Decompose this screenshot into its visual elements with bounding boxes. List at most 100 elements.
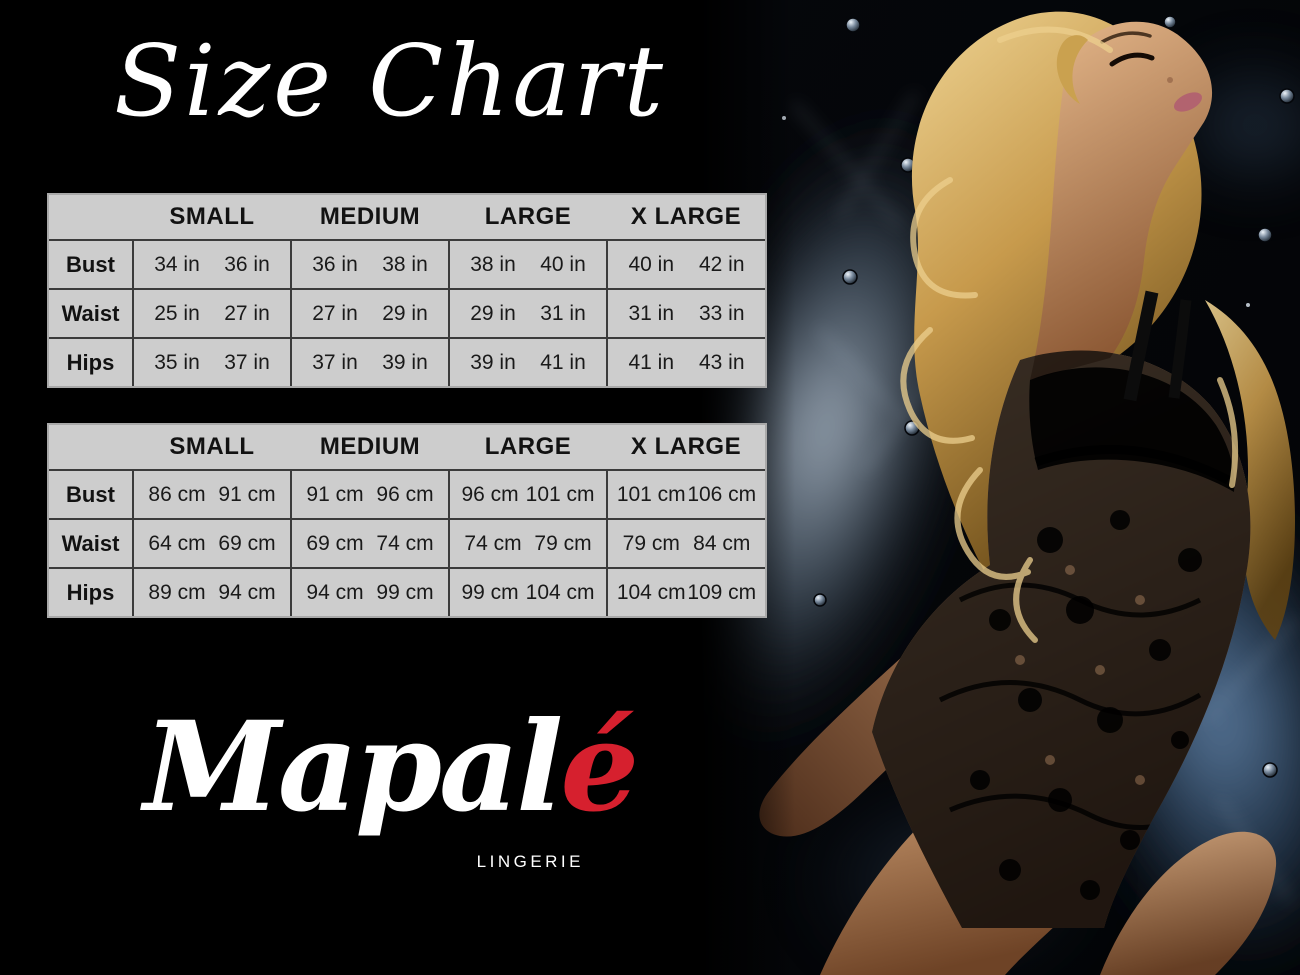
size-value: 91 cm	[218, 482, 276, 506]
size-column-header: MEDIUM	[291, 425, 449, 471]
size-column-header: SMALL	[133, 195, 291, 241]
model-figure	[759, 11, 1295, 975]
size-value: 94 cm	[306, 580, 364, 604]
size-range-cell: 99 cm 104 cm	[448, 567, 608, 616]
size-range-cell: 86 cm 91 cm	[132, 469, 292, 520]
size-value: 40 in	[540, 252, 586, 276]
size-value: 106 cm	[687, 482, 757, 506]
size-value: 69 cm	[306, 531, 364, 555]
size-value: 36 in	[224, 252, 270, 276]
size-value: 109 cm	[687, 580, 757, 604]
size-range-cell: 96 cm 101 cm	[448, 469, 608, 520]
brand-logo: Mapalé LINGERIE	[0, 699, 780, 900]
measurement-label: Hips	[49, 337, 134, 386]
size-table-centimeters: SMALL MEDIUM LARGE X LARGE Bust 86 cm 91 cm 91 …	[47, 423, 767, 618]
size-value: 84 cm	[693, 531, 751, 555]
size-range-cell: 39 in 41 in	[448, 337, 608, 386]
size-value: 104 cm	[616, 580, 686, 604]
corner-cell	[49, 425, 133, 471]
size-value: 101 cm	[616, 482, 686, 506]
size-column-header: MEDIUM	[291, 195, 449, 241]
size-value: 79 cm	[622, 531, 680, 555]
measurement-row: Waist 25 in 27 in 27 in 29 in 29 in 31 in 31 in…	[49, 288, 765, 339]
size-column-header: SMALL	[133, 425, 291, 471]
size-value: 99 cm	[461, 580, 519, 604]
size-table: SMALL MEDIUM LARGE X LARGE Bust 34 in 36 in 36 …	[49, 195, 765, 386]
brand-wordmark: Mapalé	[0, 699, 780, 836]
measurement-label: Bust	[49, 469, 134, 520]
size-column-header: LARGE	[449, 195, 607, 241]
size-value: 33 in	[698, 301, 745, 325]
size-range-cell: 35 in 37 in	[132, 337, 292, 386]
size-range-cell: 25 in 27 in	[132, 288, 292, 339]
size-value: 27 in	[224, 301, 270, 325]
size-value: 38 in	[470, 252, 516, 276]
page-title: Size Chart	[113, 25, 666, 139]
size-value: 74 cm	[464, 531, 522, 555]
size-value: 31 in	[628, 301, 675, 325]
brand-tagline: LINGERIE	[476, 852, 584, 871]
hair-curls	[900, 26, 1239, 643]
size-value: 39 in	[382, 350, 428, 374]
size-value: 41 in	[540, 350, 586, 374]
measurement-row: Bust 86 cm 91 cm 91 cm 96 cm 96 cm 101 cm 101 c…	[49, 469, 765, 520]
size-value: 101 cm	[525, 482, 595, 506]
size-value: 31 in	[540, 301, 586, 325]
size-value: 86 cm	[148, 482, 206, 506]
size-value: 39 in	[470, 350, 516, 374]
size-value: 35 in	[154, 350, 200, 374]
left-panel: Size Chart SMALL MEDIUM LARGE X LARGE Bust 34…	[0, 25, 780, 900]
size-range-cell: 27 in 29 in	[290, 288, 450, 339]
size-range-cell: 36 in 38 in	[290, 239, 450, 290]
measurement-label: Waist	[49, 518, 134, 569]
size-range-cell: 41 in 43 in	[606, 337, 765, 386]
size-value: 94 cm	[218, 580, 276, 604]
model-photo	[671, 0, 1300, 975]
brand-wordmark-white: Mapal	[143, 695, 564, 840]
size-column-header: X LARGE	[607, 425, 765, 471]
size-range-cell: 37 in 39 in	[290, 337, 450, 386]
size-range-cell: 94 cm 99 cm	[290, 567, 450, 616]
size-value: 69 cm	[218, 531, 276, 555]
corner-cell	[49, 195, 133, 241]
measurement-row: Hips 89 cm 94 cm 94 cm 99 cm 99 cm 104 cm 104 c…	[49, 567, 765, 616]
size-value: 96 cm	[461, 482, 519, 506]
size-range-cell: 74 cm 79 cm	[448, 518, 608, 569]
size-value: 41 in	[628, 350, 675, 374]
size-range-cell: 104 cm 109 cm	[606, 567, 765, 616]
size-value: 38 in	[382, 252, 428, 276]
size-range-cell: 101 cm 106 cm	[606, 469, 765, 520]
size-column-header: LARGE	[449, 425, 607, 471]
brand-wordmark-accent: é	[560, 695, 639, 840]
size-column-header: X LARGE	[607, 195, 765, 241]
measurement-label: Waist	[49, 288, 134, 339]
size-range-cell: 29 in 31 in	[448, 288, 608, 339]
size-value: 43 in	[698, 350, 745, 374]
size-table-inches: SMALL MEDIUM LARGE X LARGE Bust 34 in 36 in 36 …	[47, 193, 767, 388]
size-value: 36 in	[312, 252, 358, 276]
size-range-cell: 91 cm 96 cm	[290, 469, 450, 520]
measurement-label: Hips	[49, 567, 134, 616]
size-range-cell: 89 cm 94 cm	[132, 567, 292, 616]
size-value: 29 in	[470, 301, 516, 325]
size-value: 37 in	[224, 350, 270, 374]
size-value: 104 cm	[525, 580, 595, 604]
size-value: 29 in	[382, 301, 428, 325]
size-value: 99 cm	[376, 580, 434, 604]
model-photo-art	[671, 0, 1300, 975]
size-value: 37 in	[312, 350, 358, 374]
size-value: 27 in	[312, 301, 358, 325]
size-value: 96 cm	[376, 482, 434, 506]
size-value: 34 in	[154, 252, 200, 276]
size-value: 89 cm	[148, 580, 206, 604]
size-value: 40 in	[628, 252, 675, 276]
size-value: 64 cm	[148, 531, 206, 555]
size-range-cell: 38 in 40 in	[448, 239, 608, 290]
size-value: 79 cm	[534, 531, 592, 555]
measurement-row: Hips 35 in 37 in 37 in 39 in 39 in 41 in 41 in 4…	[49, 337, 765, 386]
size-range-cell: 64 cm 69 cm	[132, 518, 292, 569]
size-range-cell: 40 in 42 in	[606, 239, 765, 290]
size-value: 42 in	[698, 252, 745, 276]
size-value: 74 cm	[376, 531, 434, 555]
